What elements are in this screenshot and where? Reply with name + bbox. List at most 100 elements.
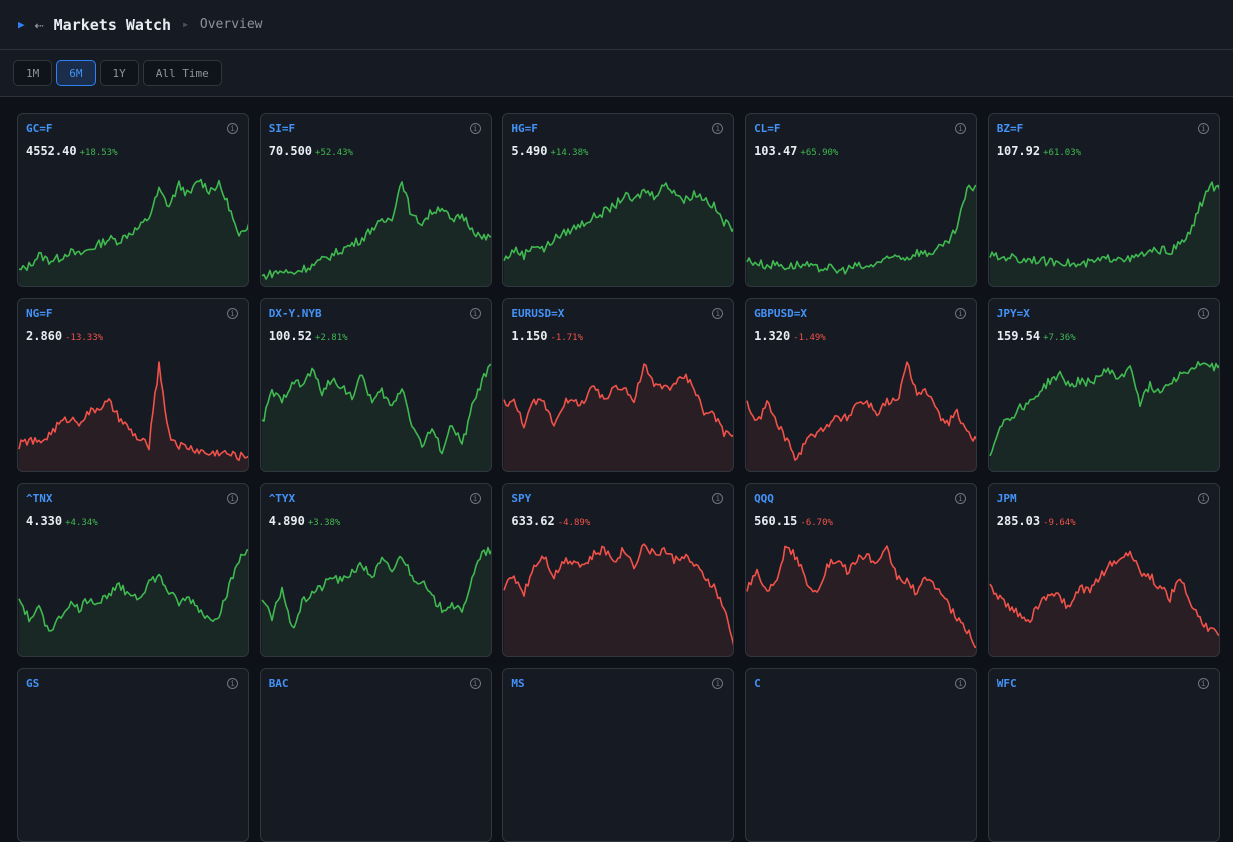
sparkline-line (18, 548, 248, 632)
price-row: 4.330 +4.34% (26, 514, 98, 528)
ticker-card[interactable]: HG=F i 5.490 +14.38% (502, 113, 735, 287)
ticker-symbol: GC=F (26, 122, 53, 135)
info-icon[interactable]: i (955, 123, 967, 134)
ticker-symbol: GS (26, 677, 40, 690)
info-icon[interactable]: i (1197, 308, 1209, 319)
ticker-card[interactable]: WFC i (987, 668, 1220, 842)
price: 1.320 (754, 329, 791, 343)
ticker-card[interactable]: DX-Y.NYB i 100.52 +2.81% (259, 298, 492, 472)
ticker-card[interactable]: BZ=F i 107.92 +61.03% (987, 113, 1220, 287)
ticker-card[interactable]: CL=F i 103.47 +65.90% (745, 113, 978, 287)
sparkline-area (261, 364, 491, 471)
ticker-card[interactable]: SI=F i 70.500 +52.43% (259, 113, 492, 287)
percent-change: -9.64% (1043, 518, 1076, 528)
ticker-card[interactable]: C i (745, 668, 978, 842)
info-icon[interactable]: i (1197, 123, 1209, 134)
range-button-all-time[interactable]: All Time (142, 60, 222, 86)
sparkline-chart (989, 361, 1219, 471)
info-icon[interactable]: i (227, 493, 238, 504)
price: 4552.40 (26, 144, 77, 158)
percent-change: +52.43% (315, 148, 353, 158)
ticker-symbol: DX-Y.NYB (268, 307, 322, 320)
breadcrumb[interactable]: Overview (199, 17, 263, 32)
sparkline-chart (18, 178, 248, 286)
ticker-card[interactable]: EURUSD=X i 1.150 -1.71% (502, 298, 735, 472)
info-icon[interactable]: i (955, 493, 967, 504)
range-button-1m[interactable]: 1M (13, 60, 53, 86)
price: 1.150 (511, 329, 548, 343)
price-row: 2.860 -13.33% (26, 329, 103, 343)
sparkline-chart (746, 361, 977, 471)
ticker-card[interactable]: ^TYX i 4.890 +3.38% (259, 483, 492, 657)
info-icon[interactable]: i (469, 678, 481, 689)
ticker-symbol: BAC (268, 677, 289, 690)
ticker-symbol: ^TNX (26, 492, 53, 505)
sparkline-line (746, 361, 977, 461)
price-row: 1.320 -1.49% (754, 329, 826, 343)
ticker-card[interactable]: GC=F i 4552.40 +18.53% (17, 113, 249, 287)
info-icon[interactable]: i (955, 308, 967, 319)
info-icon[interactable]: i (227, 678, 238, 689)
play-icon[interactable]: ▶ (18, 18, 25, 31)
ticker-card[interactable]: QQQ i 560.15 -6.70% (745, 483, 978, 657)
info-icon[interactable]: i (227, 308, 238, 319)
sparkline-area (19, 362, 248, 471)
sparkline-line (18, 361, 248, 462)
sparkline-line (261, 181, 491, 280)
range-toolbar: 1M 6M 1Y All Time (0, 50, 1233, 97)
ticker-card[interactable]: JPM i 285.03 -9.64% (987, 483, 1220, 657)
price-row: 5.490 +14.38% (511, 144, 588, 158)
price: 107.92 (996, 144, 1041, 158)
ticker-symbol: QQQ (754, 492, 774, 505)
sparkline-line (988, 181, 1219, 268)
sparkline-area (261, 181, 491, 286)
sparkline-area (989, 551, 1219, 656)
ticker-card[interactable]: ^TNX i 4.330 +4.34% (17, 483, 249, 657)
sparkline-chart (988, 181, 1219, 286)
app-header: ▶ ⇠ Markets Watch ▶ Overview (0, 0, 1233, 50)
percent-change: +4.34% (65, 518, 98, 528)
price: 70.500 (268, 144, 313, 158)
ticker-card[interactable]: SPY i 633.62 -4.89% (502, 483, 735, 657)
range-button-6m[interactable]: 6M (56, 60, 96, 86)
info-icon[interactable]: i (712, 678, 724, 689)
info-icon[interactable]: i (712, 123, 724, 134)
range-button-1y[interactable]: 1Y (99, 60, 139, 86)
sparkline-chart (261, 181, 491, 286)
back-arrow-icon[interactable]: ⇠ (34, 15, 44, 34)
info-icon[interactable]: i (1197, 493, 1209, 504)
ticker-card[interactable]: GBPUSD=X i 1.320 -1.49% (745, 298, 978, 472)
ticker-card[interactable]: MS i (502, 668, 735, 842)
sparkline-chart (503, 182, 734, 286)
sparkline-chart (746, 545, 977, 656)
sparkline-area (504, 364, 734, 471)
info-icon[interactable]: i (712, 493, 724, 504)
info-icon[interactable]: i (227, 123, 238, 134)
sparkline-line (503, 363, 734, 438)
ticker-card[interactable]: JPY=X i 159.54 +7.36% (987, 298, 1220, 472)
price-row: 633.62 -4.89% (511, 514, 590, 528)
sparkline-chart (18, 361, 248, 471)
ticker-symbol: WFC (996, 677, 1017, 690)
info-icon[interactable]: i (469, 308, 481, 319)
ticker-card[interactable]: BAC i (259, 668, 492, 842)
ticker-symbol: NG=F (26, 307, 53, 320)
sparkline-area (747, 546, 977, 656)
percent-change: -6.70% (800, 518, 833, 528)
percent-change: -4.89% (557, 518, 591, 528)
sparkline-line (261, 546, 491, 629)
info-icon[interactable]: i (1197, 678, 1209, 689)
info-icon[interactable]: i (955, 678, 967, 689)
percent-change: +61.03% (1043, 148, 1082, 158)
info-icon[interactable]: i (469, 493, 481, 504)
ticker-card[interactable]: NG=F i 2.860 -13.33% (17, 298, 249, 472)
ticker-card[interactable]: GS i (17, 668, 249, 842)
price: 633.62 (511, 514, 555, 528)
info-icon[interactable]: i (469, 123, 481, 134)
price-row: 70.500 +52.43% (269, 144, 353, 158)
ticker-symbol: JPM (996, 492, 1017, 505)
sparkline-chart (261, 546, 491, 656)
info-icon[interactable]: i (712, 308, 724, 319)
ticker-symbol: EURUSD=X (511, 307, 565, 320)
ticker-symbol: JPY=X (996, 307, 1030, 320)
